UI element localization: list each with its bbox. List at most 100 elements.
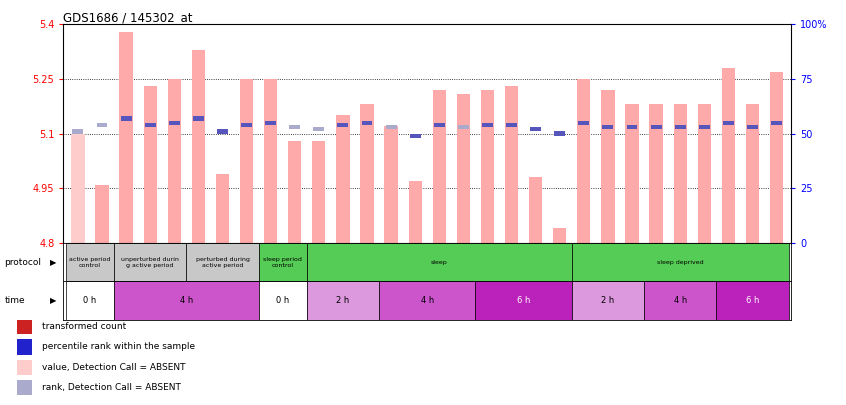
Bar [144, 86, 157, 243]
Bar [193, 116, 204, 121]
Bar [506, 123, 517, 127]
Bar [482, 123, 493, 127]
Bar [746, 104, 759, 243]
Text: 6 h: 6 h [517, 296, 530, 305]
Bar [186, 243, 259, 281]
Text: GDS1686 / 145302_at: GDS1686 / 145302_at [63, 11, 193, 24]
Text: sleep deprived: sleep deprived [656, 260, 704, 265]
Bar [17, 380, 32, 395]
Bar [717, 281, 788, 320]
Text: time: time [4, 296, 25, 305]
Bar [481, 90, 494, 243]
Bar [434, 123, 445, 127]
Bar [673, 104, 687, 243]
Text: 2 h: 2 h [602, 296, 614, 305]
Bar [386, 125, 397, 129]
Text: sleep: sleep [431, 260, 448, 265]
Bar [169, 121, 179, 125]
Bar [772, 121, 782, 125]
Bar [458, 125, 469, 129]
Bar [264, 79, 277, 243]
Bar [675, 125, 685, 129]
Bar [96, 185, 108, 243]
Bar [216, 174, 229, 243]
Text: percentile rank within the sample: percentile rank within the sample [42, 342, 195, 352]
Bar [530, 127, 541, 132]
Bar [572, 281, 644, 320]
Bar [602, 125, 613, 129]
Bar [651, 125, 662, 129]
Text: active period
control: active period control [69, 257, 111, 268]
Text: 0 h: 0 h [83, 296, 96, 305]
Bar [625, 104, 639, 243]
Bar [602, 90, 614, 243]
Bar [723, 121, 733, 125]
Text: 0 h: 0 h [276, 296, 289, 305]
Bar [409, 134, 420, 138]
Bar [747, 125, 758, 129]
Text: value, Detection Call = ABSENT: value, Detection Call = ABSENT [42, 363, 186, 372]
Bar [17, 339, 32, 355]
Bar [554, 132, 565, 136]
Bar [336, 115, 349, 243]
Bar [432, 90, 446, 243]
Bar [73, 129, 83, 134]
Bar [259, 281, 307, 320]
Bar [307, 243, 572, 281]
Bar [168, 79, 181, 243]
Bar [384, 126, 398, 243]
Text: 4 h: 4 h [420, 296, 434, 305]
Bar [288, 141, 301, 243]
Bar [361, 121, 372, 125]
Bar [240, 79, 253, 243]
Text: protocol: protocol [4, 258, 41, 267]
Bar [529, 177, 542, 243]
Bar [192, 50, 205, 243]
Bar [265, 121, 276, 125]
Bar [360, 104, 374, 243]
Text: rank, Detection Call = ABSENT: rank, Detection Call = ABSENT [42, 383, 181, 392]
Bar [114, 243, 186, 281]
Text: sleep period
control: sleep period control [263, 257, 302, 268]
Bar [644, 281, 717, 320]
Bar [409, 181, 422, 243]
Bar [114, 281, 259, 320]
Bar [307, 281, 379, 320]
Bar [475, 281, 572, 320]
Bar [457, 94, 470, 243]
Bar [698, 104, 711, 243]
Bar [722, 68, 735, 243]
Bar [312, 141, 326, 243]
Bar [119, 32, 133, 243]
Text: 4 h: 4 h [179, 296, 193, 305]
Bar [553, 228, 566, 243]
Bar [121, 116, 131, 121]
Text: unperturbed durin
g active period: unperturbed durin g active period [121, 257, 179, 268]
Text: 6 h: 6 h [746, 296, 759, 305]
Bar [770, 72, 783, 243]
Text: ▶: ▶ [50, 258, 57, 267]
Bar [96, 123, 107, 127]
Text: 4 h: 4 h [673, 296, 687, 305]
Bar [66, 243, 114, 281]
Text: transformed count: transformed count [42, 322, 127, 330]
Bar [313, 127, 324, 132]
Bar [572, 243, 788, 281]
Bar [17, 318, 32, 334]
Bar [699, 125, 710, 129]
Bar [259, 243, 307, 281]
Text: perturbed during
active period: perturbed during active period [195, 257, 250, 268]
Text: ▶: ▶ [50, 296, 57, 305]
Bar [579, 121, 590, 125]
Bar [17, 360, 32, 375]
Bar [338, 123, 349, 127]
Bar [379, 281, 475, 320]
Bar [289, 125, 300, 129]
Bar [577, 79, 591, 243]
Bar [71, 134, 85, 243]
Bar [66, 281, 114, 320]
Bar [145, 123, 156, 127]
Bar [505, 86, 518, 243]
Text: 2 h: 2 h [337, 296, 349, 305]
Bar [217, 129, 228, 134]
